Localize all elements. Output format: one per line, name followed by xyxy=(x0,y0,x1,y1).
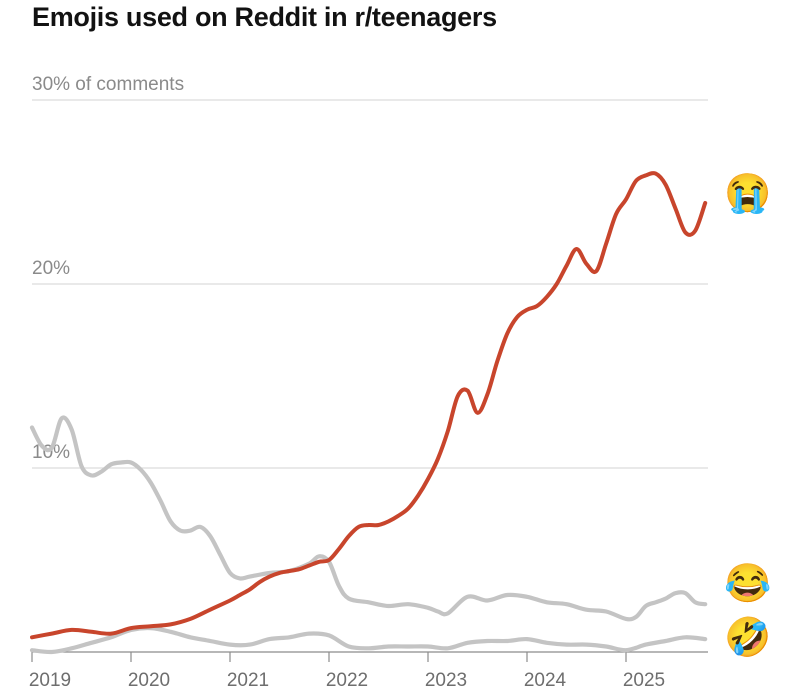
x-tick-label-2019: 2019 xyxy=(29,670,71,691)
series-line-rolling-on-the-floor-laughing xyxy=(29,625,708,655)
chart-title: Emojis used on Reddit in r/teenagers xyxy=(32,2,497,32)
emoji-label-loudly-crying-face: 😭 xyxy=(724,172,771,215)
emoji-label-rolling-on-the-floor-laughing: 🤣 xyxy=(722,615,771,661)
y-tick-label-20: 20% xyxy=(32,258,70,279)
y-tick-label-30: 30% of comments xyxy=(32,74,184,95)
x-tick-label-2025: 2025 xyxy=(623,670,665,691)
legend-emojis: 😭 😂 🤣 xyxy=(722,172,771,661)
emoji-label-face-with-tears-of-joy: 😂 xyxy=(724,562,771,605)
x-tick-label-2021: 2021 xyxy=(227,670,269,691)
x-tick-label-2020: 2020 xyxy=(128,670,170,691)
x-tick-label-2024: 2024 xyxy=(524,670,567,691)
x-axis: 2019 2020 2021 2022 2023 2024 2025 xyxy=(29,651,708,691)
series-line-loudly-crying-face xyxy=(30,171,708,640)
series-layer xyxy=(29,171,708,655)
x-tick-label-2022: 2022 xyxy=(326,670,368,691)
x-tick-label-2023: 2023 xyxy=(425,670,467,691)
series-line-face-with-tears-of-joy xyxy=(29,415,708,622)
